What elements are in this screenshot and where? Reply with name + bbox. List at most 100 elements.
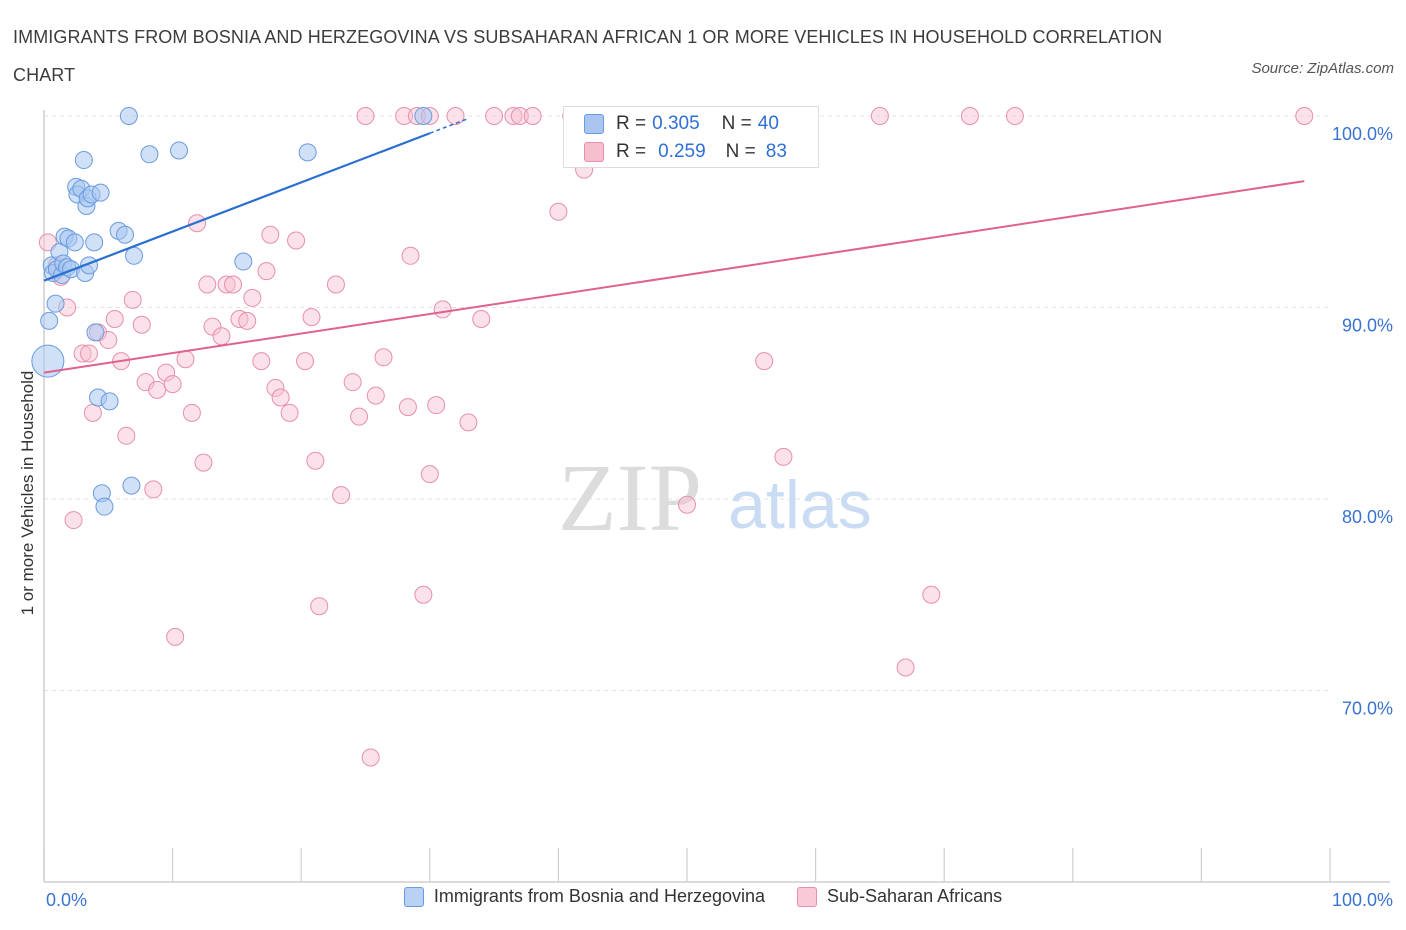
y-tick-labels: 100.0% 90.0% 80.0% 70.0%: [1332, 124, 1393, 719]
watermark: ZIP atlas: [558, 444, 872, 551]
pink-point-12: [117, 426, 136, 445]
pink-point-47: [350, 407, 369, 426]
pink-point-6: [80, 344, 99, 363]
legend-blue-swatch: [403, 886, 424, 907]
y-tick-label-1: 90.0%: [1342, 316, 1393, 336]
pink-point-32: [243, 288, 262, 307]
pink-point-42: [306, 451, 325, 470]
x-tick-max: 100.0%: [1331, 890, 1393, 910]
pink-point-16: [144, 480, 163, 499]
axes: [43, 110, 1390, 883]
legend-blue-label: Immigrants from Bosnia and Herzegovina: [433, 886, 766, 906]
source-credit: Source: ZipAtlas.com: [1251, 60, 1394, 77]
pink-point-43: [310, 597, 329, 616]
blue-point-37: [234, 252, 253, 271]
blue-point-17: [74, 151, 93, 170]
pink-point-59: [433, 300, 452, 319]
pink-point-30: [230, 309, 249, 328]
pink-point-65: [510, 107, 529, 125]
pink-point-45: [332, 486, 351, 505]
legend: Immigrants from Bosnia and Herzegovina S…: [0, 886, 1406, 907]
blue-point-1: [40, 311, 59, 330]
pink-point-4: [64, 511, 83, 530]
blue-swatch: [584, 114, 604, 134]
pink-point-51: [374, 348, 393, 367]
stats-row-pink: R = 0.259 N = 83: [584, 139, 787, 165]
pink-point-21: [176, 350, 195, 369]
pink-point-10: [105, 309, 124, 328]
pink-point-54: [401, 246, 420, 265]
pink-point-33: [252, 352, 271, 371]
pink-point-26: [203, 317, 222, 336]
pink-point-60: [446, 107, 465, 125]
pink-point-41: [302, 308, 321, 327]
pink-point-80: [1005, 107, 1024, 125]
pink-point-0: [38, 233, 57, 252]
y-tick-label-3: 70.0%: [1342, 699, 1393, 719]
pink-point-19: [163, 375, 182, 394]
blue-point-26: [91, 183, 110, 202]
pink-point-40: [296, 352, 315, 371]
pink-point-74: [774, 447, 793, 466]
legend-item-blue: Immigrants from Bosnia and Herzegovina: [403, 886, 766, 907]
chart-title: IMMIGRANTS FROM BOSNIA AND HERZEGOVINA V…: [13, 27, 1163, 85]
pink-point-20: [166, 627, 185, 646]
pink-point-67: [549, 202, 568, 221]
pink-point-56: [414, 585, 433, 604]
trend-lines: [43, 117, 1305, 374]
blue-n-value: 40: [757, 113, 779, 134]
pink-point-17: [148, 380, 167, 399]
blue-point-34: [125, 246, 144, 265]
blue-series-points: [31, 107, 433, 516]
x-tick-min: 0.0%: [46, 890, 88, 910]
blue-point-38: [298, 143, 317, 162]
pink-point-52: [395, 107, 414, 125]
pink-point-77: [896, 658, 915, 677]
pink-trend-line: [43, 180, 1305, 374]
pink-series-points: [38, 107, 1314, 767]
pink-point-35: [261, 225, 280, 244]
legend-pink-label: Sub-Saharan Africans: [827, 886, 1003, 906]
pink-point-71: [678, 495, 696, 514]
blue-point-23: [85, 233, 104, 252]
pink-point-64: [504, 107, 523, 125]
watermark-zip: ZIP: [558, 444, 702, 551]
watermark-atlas: atlas: [728, 467, 872, 543]
pink-point-5: [73, 344, 92, 363]
blue-point-0: [31, 344, 65, 378]
blue-r-label: R =: [616, 113, 647, 134]
legend-item-pink: Sub-Saharan Africans: [797, 886, 1002, 907]
pink-r-value: 0.259: [658, 141, 706, 162]
pink-point-49: [361, 748, 380, 767]
y-tick-label-0: 100.0%: [1332, 124, 1393, 144]
pink-point-37: [271, 388, 290, 407]
pink-point-79: [960, 107, 979, 125]
pink-point-24: [194, 453, 213, 472]
pink-point-7: [83, 403, 102, 422]
pink-point-31: [238, 311, 257, 330]
pink-point-29: [224, 275, 243, 294]
pink-point-50: [366, 386, 385, 405]
blue-point-39: [414, 107, 433, 125]
y-tick-label-2: 80.0%: [1342, 507, 1393, 527]
pink-point-48: [356, 107, 375, 125]
legend-pink-swatch: [797, 886, 818, 907]
blue-point-35: [140, 145, 159, 164]
blue-point-32: [119, 107, 138, 125]
blue-point-13: [65, 233, 84, 252]
grid-lines: [44, 115, 1330, 691]
pink-point-53: [398, 398, 417, 417]
pink-swatch: [584, 142, 604, 162]
blue-point-4: [46, 294, 65, 313]
blue-point-36: [170, 141, 189, 160]
pink-n-value: 83: [765, 141, 787, 162]
pink-point-62: [472, 309, 491, 328]
stats-box: R = 0.305 N = 40 R = 0.259 N = 83: [563, 106, 819, 168]
pink-point-27: [212, 327, 231, 346]
pink-point-73: [755, 352, 774, 371]
pink-point-58: [427, 396, 446, 415]
blue-point-29: [100, 392, 119, 411]
pink-point-39: [287, 231, 306, 250]
blue-trend-line: [43, 132, 431, 282]
pink-point-57: [420, 465, 439, 484]
